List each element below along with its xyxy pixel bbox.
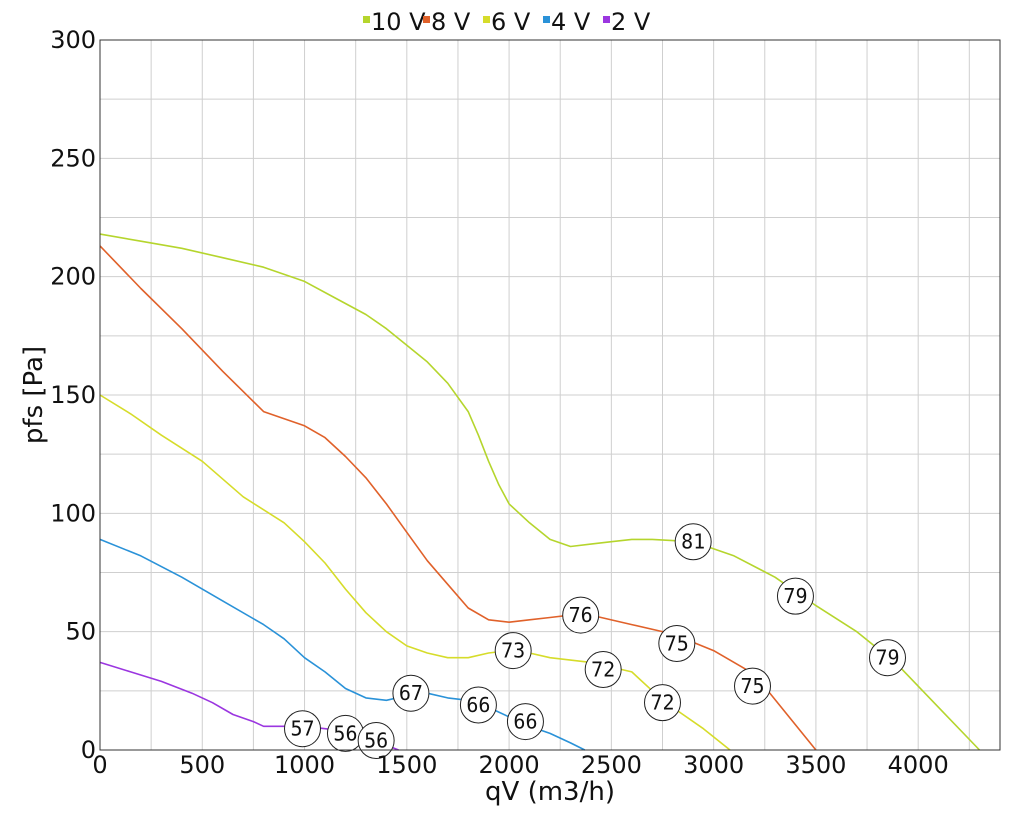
- x-tick-label: 1000: [274, 751, 335, 779]
- grid: [99, 39, 1000, 751]
- operating-point-label: 56: [326, 714, 364, 752]
- legend-item[interactable]: 2 V: [603, 8, 651, 36]
- legend-item[interactable]: 4 V: [543, 8, 591, 36]
- operating-point-label: 57: [284, 710, 321, 748]
- legend-swatch: [363, 16, 370, 23]
- x-tick-label: 4000: [888, 751, 949, 779]
- series-line: [99, 233, 981, 751]
- y-tick-label: 200: [50, 263, 96, 291]
- x-tick-label: 2500: [581, 751, 642, 779]
- operating-point-label: 72: [644, 684, 681, 722]
- operating-point-label: 73: [494, 632, 532, 670]
- label-value: 76: [569, 603, 593, 627]
- label-value: 56: [364, 729, 388, 753]
- label-bubble: [869, 639, 906, 677]
- series-line: [99, 394, 731, 751]
- legend-item[interactable]: 6 V: [483, 8, 531, 36]
- operating-point-label: 79: [776, 577, 814, 615]
- legend-item[interactable]: 10 V: [363, 8, 426, 36]
- x-tick-labels: 0 500 1000 1500 2000 2500 3000 3500 4000: [92, 751, 948, 779]
- label-value: 72: [591, 658, 615, 682]
- y-tick-label: 50: [65, 618, 96, 646]
- operating-point-label: 76: [562, 596, 600, 634]
- label-bubble: [658, 625, 696, 662]
- legend-label: 6 V: [491, 8, 531, 36]
- label-bubble: [776, 577, 814, 615]
- label-value: 66: [466, 693, 490, 717]
- label-bubble: [506, 703, 544, 741]
- legend-swatch: [543, 16, 550, 23]
- label-bubble: [734, 667, 771, 705]
- operating-point-label: 75: [658, 625, 696, 662]
- y-tick-labels: 0 50 100 150 200 250 300: [50, 26, 96, 764]
- y-tick-label: 150: [50, 381, 96, 409]
- operating-point-label: 79: [869, 639, 906, 677]
- x-tick-label: 500: [179, 751, 225, 779]
- operating-point-label: 75: [734, 667, 771, 705]
- label-bubble: [562, 596, 600, 634]
- x-tick-label: 2000: [479, 751, 540, 779]
- label-value: 79: [875, 646, 899, 670]
- label-value: 66: [513, 710, 537, 734]
- label-value: 79: [783, 584, 807, 608]
- legend-item[interactable]: 8 V: [423, 8, 471, 36]
- label-bubble: [644, 684, 681, 722]
- label-value: 73: [501, 639, 525, 663]
- label-value: 57: [290, 717, 314, 741]
- y-axis-title: pfs [Pa]: [19, 346, 49, 444]
- y-tick-label: 300: [50, 26, 96, 54]
- label-bubble: [674, 523, 712, 561]
- legend-label: 8 V: [431, 8, 471, 36]
- label-value: 75: [740, 674, 764, 698]
- y-tick-label: 0: [81, 736, 96, 764]
- label-value: 67: [399, 681, 423, 705]
- x-tick-label: 1500: [376, 751, 437, 779]
- legend-swatch: [603, 16, 610, 23]
- label-value: 75: [665, 632, 689, 656]
- x-tick-label: 3500: [785, 751, 846, 779]
- legend-swatch: [483, 16, 490, 23]
- operating-point-label: 67: [392, 674, 430, 712]
- y-tick-label: 100: [50, 499, 96, 527]
- operating-point-label: 72: [584, 651, 622, 689]
- label-bubble: [584, 651, 622, 689]
- y-tick-label: 250: [50, 144, 96, 172]
- label-bubble: [284, 710, 321, 748]
- x-tick-label: 0: [92, 751, 107, 779]
- label-value: 72: [650, 691, 674, 715]
- operating-point-labels: 81 79 79 76 75 75 73 72 72 67 66 66 57 56 56: [284, 523, 906, 760]
- operating-point-label: 66: [506, 703, 544, 741]
- label-value: 81: [681, 530, 705, 554]
- legend-label: 2 V: [611, 8, 651, 36]
- label-bubble: [392, 674, 430, 712]
- operating-point-label: 66: [459, 686, 497, 724]
- plot-frame: [99, 39, 1001, 751]
- legend-label: 4 V: [551, 8, 591, 36]
- x-axis-title: qV (m3/h): [485, 777, 615, 807]
- series-lines: [99, 233, 981, 751]
- label-bubble: [494, 632, 532, 670]
- label-value: 56: [333, 721, 357, 745]
- legend-swatch: [423, 16, 430, 23]
- label-bubble: [459, 686, 497, 724]
- legend-label: 10 V: [371, 8, 426, 36]
- operating-point-label: 81: [674, 523, 712, 561]
- x-tick-label: 3000: [683, 751, 744, 779]
